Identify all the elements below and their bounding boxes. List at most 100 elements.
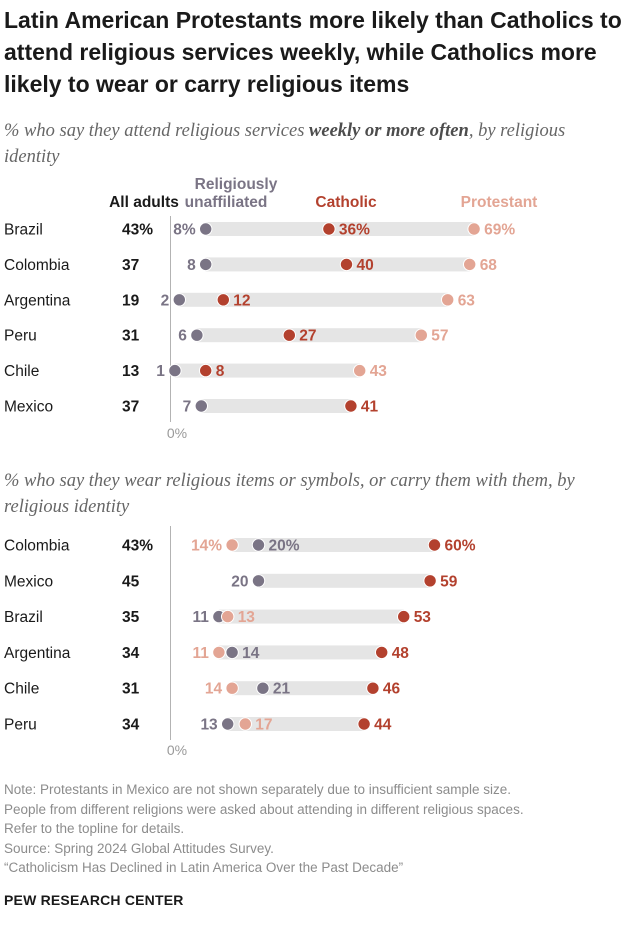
- items-mexico-catholic-value: 59: [440, 573, 458, 590]
- chart-2-zero-label: 0%: [167, 742, 187, 758]
- legend-unaffiliated-line2: unaffiliated: [185, 194, 268, 211]
- attend-argentina-all-adults-value: 19: [122, 292, 140, 309]
- attend-chile-unaffiliated-value: 1: [156, 363, 165, 380]
- items-brazil-row: Brazil 35 11 53 13: [4, 609, 431, 626]
- attend-colombia-country-label: Colombia: [4, 257, 70, 274]
- items-mexico-all-adults-value: 45: [122, 573, 140, 590]
- attend-brazil-catholic-dot: [322, 222, 336, 236]
- attend-chile-country-label: Chile: [4, 363, 39, 380]
- items-chile-catholic-dot: [366, 681, 380, 695]
- attend-chile-range-track: [174, 363, 360, 378]
- items-peru-range-track: [227, 717, 365, 731]
- attend-brazil-catholic-value: 36%: [339, 222, 370, 239]
- attend-peru-range-track: [196, 328, 422, 343]
- items-peru-row: Peru 34 13 44 17: [4, 717, 392, 734]
- items-argentina-catholic-value: 48: [392, 645, 410, 662]
- attend-argentina-protestant-dot: [441, 293, 455, 307]
- attend-chile-protestant-dot: [353, 363, 367, 378]
- attend-brazil-row: Brazil 43% 8% 36% 69%: [4, 222, 515, 239]
- attend-argentina-row: Argentina 19 2 12 63: [4, 292, 475, 309]
- attend-colombia-protestant-dot: [463, 257, 477, 272]
- chart-1-rows: Brazil 43% 8% 36% 69%Colombia 37 8 40 68Argentin…: [4, 222, 515, 416]
- items-colombia-unaffiliated-dot: [251, 538, 266, 552]
- items-brazil-country-label: Brazil: [4, 609, 43, 626]
- chart-2-subtitle-text: % who say they wear religious items or s…: [4, 471, 575, 517]
- chart-2-subtitle: % who say they wear religious items or s…: [4, 468, 624, 520]
- items-chile-country-label: Chile: [4, 681, 39, 698]
- attend-peru-unaffiliated-value: 6: [178, 328, 187, 345]
- items-brazil-all-adults-value: 35: [122, 609, 140, 626]
- report-title-line: “Catholicism Has Declined in Latin Ameri…: [4, 860, 404, 875]
- items-chile-unaffiliated-value: 21: [273, 681, 291, 698]
- attend-argentina-protestant-value: 63: [458, 292, 476, 309]
- attend-peru-protestant-value: 57: [431, 328, 448, 345]
- note-line-3: Refer to the topline for details.: [4, 821, 185, 836]
- attend-argentina-unaffiliated-value: 2: [161, 292, 170, 309]
- attend-peru-protestant-dot: [414, 328, 428, 342]
- items-chile-row: Chile 31 21 46 14: [4, 681, 401, 698]
- items-argentina-all-adults-value: 34: [122, 645, 140, 662]
- items-mexico-range-track: [258, 573, 431, 588]
- attend-colombia-unaffiliated-value: 8: [187, 257, 196, 274]
- items-argentina-unaffiliated-value: 14: [242, 645, 260, 662]
- attend-chile-catholic-dot: [199, 363, 213, 378]
- attend-peru-unaffiliated-dot: [190, 328, 204, 342]
- items-peru-all-adults-value: 34: [122, 717, 140, 734]
- items-brazil-catholic-value: 53: [414, 609, 432, 626]
- attend-argentina-range-track: [179, 292, 448, 307]
- items-chile-all-adults-value: 31: [122, 681, 140, 698]
- attend-mexico-country-label: Mexico: [4, 399, 53, 416]
- items-brazil-protestant-value: 13: [238, 609, 256, 626]
- items-peru-unaffiliated-value: 13: [200, 717, 218, 734]
- attend-brazil-range-track: [205, 222, 475, 236]
- attend-brazil-all-adults-value: 43%: [122, 222, 153, 239]
- items-mexico-row: Mexico 45 20 59: [4, 573, 458, 590]
- attend-mexico-catholic-value: 41: [361, 399, 379, 416]
- items-colombia-country-label: Colombia: [4, 538, 70, 555]
- items-chile-protestant-dot: [225, 681, 239, 695]
- items-chile-protestant-value: 14: [205, 681, 223, 698]
- items-mexico-catholic-dot: [423, 574, 437, 588]
- items-colombia-protestant-value: 14%: [191, 538, 222, 555]
- items-argentina-country-label: Argentina: [4, 645, 71, 662]
- items-mexico-unaffiliated-value: 20: [231, 573, 248, 590]
- attend-chile-catholic-value: 8: [216, 363, 225, 380]
- items-argentina-row: Argentina 34 14 48 11: [4, 645, 409, 662]
- attend-chile-all-adults-value: 13: [122, 363, 140, 380]
- source-org: PEW RESEARCH CENTER: [4, 892, 184, 908]
- items-peru-unaffiliated-dot: [221, 717, 235, 731]
- attend-chile-row: Chile 13 1 8 43: [4, 363, 387, 380]
- chart-1-subtitle: % who say they attend religious services…: [4, 118, 624, 170]
- attend-brazil-unaffiliated-dot: [199, 222, 213, 236]
- items-brazil-unaffiliated-value: 11: [193, 609, 210, 626]
- items-chile-unaffiliated-dot: [256, 681, 270, 695]
- items-argentina-range-track: [218, 645, 382, 660]
- attend-mexico-unaffiliated-dot: [194, 399, 209, 413]
- items-argentina-protestant-dot: [212, 645, 226, 660]
- attend-peru-row: Peru 31 6 27 57: [4, 328, 449, 345]
- attend-colombia-catholic-dot: [339, 257, 354, 272]
- chart-1-subtitle-bold: weekly or more often: [309, 121, 469, 141]
- source-line: Source: Spring 2024 Global Attitudes Sur…: [4, 840, 274, 856]
- items-peru-protestant-value: 17: [255, 717, 272, 734]
- attend-chile-unaffiliated-dot: [168, 363, 182, 378]
- items-colombia-range-track: [232, 538, 435, 552]
- items-argentina-protestant-value: 11: [193, 645, 210, 662]
- attend-argentina-unaffiliated-dot: [172, 293, 187, 307]
- attend-mexico-catholic-dot: [344, 399, 358, 413]
- items-brazil-catholic-dot: [397, 609, 411, 624]
- attend-brazil-protestant-value: 69%: [484, 222, 515, 239]
- attend-argentina-country-label: Argentina: [4, 292, 71, 309]
- attend-colombia-range-track: [205, 257, 470, 272]
- attend-peru-all-adults-value: 31: [122, 328, 140, 345]
- items-colombia-protestant-dot: [225, 538, 239, 552]
- chart-1-zero-label: 0%: [167, 425, 187, 441]
- items-chile-catholic-value: 46: [383, 681, 401, 698]
- items-colombia-unaffiliated-value: 20%: [269, 538, 300, 555]
- chart-2-religious-items-dot-plot: 0% Colombia 43% 20% 60% 14% Mexico 45 20 59 Brazi…: [4, 526, 476, 758]
- attend-colombia-catholic-value: 40: [357, 257, 374, 274]
- attend-mexico-row: Mexico 37 7 41: [4, 399, 379, 416]
- items-argentina-catholic-dot: [375, 645, 389, 660]
- attend-chile-protestant-value: 43: [370, 363, 388, 380]
- attend-colombia-unaffiliated-dot: [199, 257, 213, 272]
